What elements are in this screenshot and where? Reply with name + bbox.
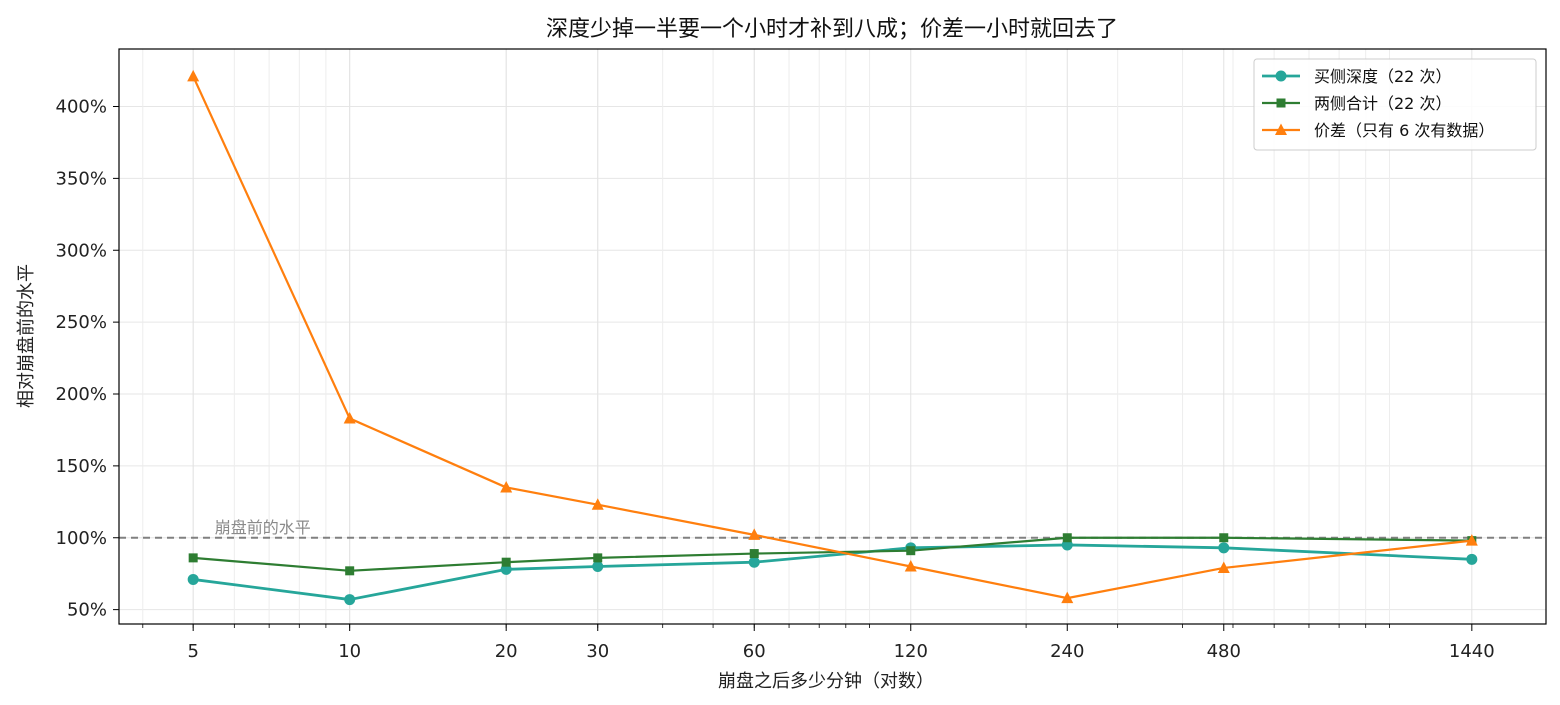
legend-label: 价差（只有 6 次有数据） [1314, 121, 1494, 140]
series-1-point [1218, 542, 1230, 554]
reference-line-group: 崩盘前的水平 [119, 518, 1546, 539]
series-3-point [500, 480, 513, 493]
legend: 买侧深度（22 次） 两侧合计（22 次） 价差（只有 6 次有数据） [1253, 58, 1537, 151]
series-1-point [592, 561, 604, 572]
series-2-point [906, 546, 916, 556]
legend-frame [1253, 58, 1537, 151]
y-tick-label: 250% [56, 312, 107, 333]
series-3-point [1465, 534, 1478, 546]
chart-title: 深度少掉一半要一个小时才补到八成；价差一小时就回去了 [546, 17, 1118, 42]
x-tick-label: 120 [894, 641, 928, 662]
legend-swatch-marker [1275, 70, 1287, 82]
reference-line-label: 崩盘前的水平 [215, 518, 311, 537]
series-2-point [1062, 533, 1072, 543]
series-2 [188, 533, 1477, 576]
legend-label: 两侧合计（22 次） [1314, 94, 1451, 113]
series-1 [187, 539, 1478, 606]
x-tick-label: 10 [338, 641, 361, 662]
series-1-point [1466, 553, 1478, 565]
legend-swatch-marker [1276, 98, 1286, 108]
y-axis-title: 相对崩盘前的水平 [16, 264, 37, 408]
y-tick-label: 100% [56, 528, 107, 549]
y-tick-label: 400% [56, 97, 107, 118]
series-2-point [345, 566, 355, 576]
series-3-point [748, 528, 761, 540]
series-1-point [187, 573, 199, 585]
series-2-point [593, 553, 603, 563]
x-tick-label: 30 [586, 641, 609, 662]
series-3-point [187, 69, 200, 82]
series-3-point [1217, 561, 1230, 573]
series-2-point [749, 549, 759, 559]
legend-item-2: 两侧合计（22 次） [1262, 94, 1451, 113]
series-3-point [904, 560, 917, 572]
legend-item-3: 价差（只有 6 次有数据） [1262, 121, 1494, 140]
x-axis-title: 崩盘之后多少分钟（对数） [718, 671, 934, 692]
series-3-point [343, 411, 356, 424]
y-tick-label: 50% [67, 600, 107, 621]
series-1-point [344, 594, 356, 606]
x-tick-label: 5 [187, 641, 198, 662]
legend-label: 买侧深度（22 次） [1314, 67, 1451, 86]
series-group [187, 69, 1478, 606]
series-3 [187, 69, 1478, 604]
series-2-point [188, 553, 198, 563]
series-2-point [1219, 533, 1229, 543]
grid [119, 49, 1546, 624]
series-3-point [1061, 591, 1074, 604]
y-tick-label: 200% [56, 384, 107, 405]
y-tick-label: 350% [56, 168, 107, 189]
x-tick-label: 240 [1050, 641, 1084, 662]
legend-swatch-marker [1275, 123, 1287, 135]
legend-item-1: 买侧深度（22 次） [1262, 67, 1451, 86]
series-3-line [192, 75, 1472, 600]
ticks: 50% 100% 150% 200% 250% 300% 350% 400% 5 10 20 30 60… [56, 97, 1495, 663]
series-2-point [501, 557, 511, 567]
plot-frame [118, 48, 1547, 625]
series-1-point [748, 556, 760, 568]
series-3-point [591, 498, 604, 510]
x-tick-label: 1440 [1449, 641, 1495, 662]
x-tick-label: 480 [1207, 641, 1241, 662]
y-tick-label: 150% [56, 456, 107, 477]
x-tick-label: 20 [495, 641, 518, 662]
y-tick-label: 300% [56, 240, 107, 261]
x-tick-label: 60 [743, 641, 766, 662]
